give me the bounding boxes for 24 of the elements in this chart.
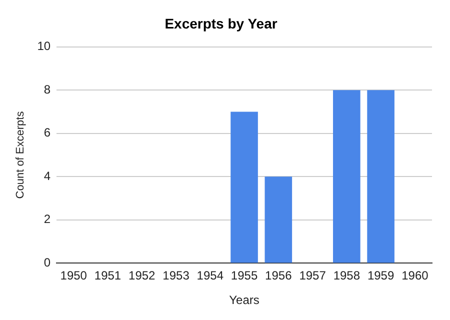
x-tick-label: 1955 bbox=[230, 268, 258, 283]
x-tick-label: 1956 bbox=[265, 268, 292, 283]
y-tick-label: 2 bbox=[44, 212, 51, 226]
x-tick-label: 1959 bbox=[367, 268, 394, 283]
x-tick-label: 1952 bbox=[128, 268, 156, 283]
x-tick-label: 1957 bbox=[299, 268, 326, 283]
bar bbox=[333, 90, 360, 263]
x-tick-label: 1953 bbox=[162, 268, 190, 283]
x-tick-label: 1951 bbox=[94, 268, 122, 283]
bar bbox=[367, 90, 394, 263]
x-tick-label: 1950 bbox=[60, 268, 88, 283]
y-axis-title: Count of Excerpts bbox=[14, 110, 27, 199]
bar bbox=[230, 112, 258, 263]
bar bbox=[264, 176, 292, 263]
y-tick-label: 6 bbox=[44, 126, 51, 140]
x-tick-label: 1958 bbox=[333, 268, 360, 283]
y-tick-label: 8 bbox=[44, 82, 51, 96]
y-tick-label: 0 bbox=[44, 256, 51, 270]
x-tick-label: 1960 bbox=[402, 268, 429, 283]
y-tick-label: 4 bbox=[44, 168, 51, 183]
chart-title: Excerpts by Year bbox=[164, 15, 278, 32]
x-tick-label: 1954 bbox=[196, 268, 224, 283]
y-tick-label: 10 bbox=[37, 39, 51, 54]
x-axis-title: Years bbox=[229, 293, 260, 308]
